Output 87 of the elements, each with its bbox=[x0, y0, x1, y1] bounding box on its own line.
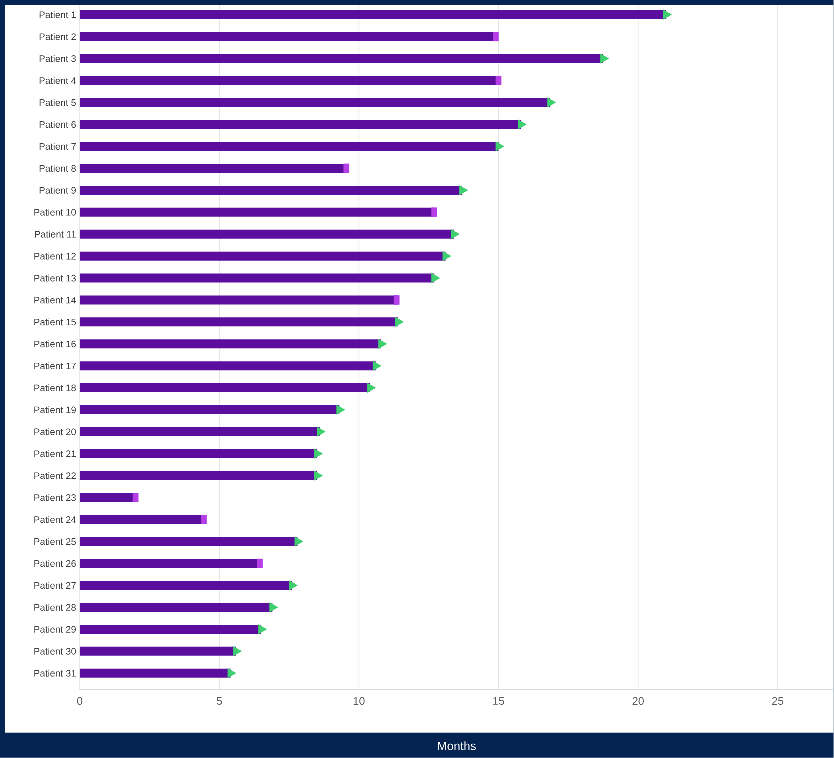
x-tick-label: 20 bbox=[632, 697, 644, 706]
y-tick-label: Patient 4 bbox=[40, 77, 76, 84]
bar bbox=[80, 318, 398, 327]
y-tick-label: Patient 7 bbox=[40, 143, 76, 150]
bar bbox=[80, 471, 318, 480]
x-tick-label: 10 bbox=[354, 697, 365, 706]
y-tick-label: Patient 24 bbox=[34, 516, 76, 524]
y-tick-label: Patient 18 bbox=[34, 384, 76, 392]
point bbox=[294, 536, 304, 547]
point bbox=[663, 10, 672, 20]
y-tick-label: Patient 26 bbox=[34, 560, 76, 568]
point bbox=[228, 668, 236, 678]
y-tick-label: Patient 13 bbox=[34, 274, 76, 282]
point bbox=[378, 339, 388, 350]
bar bbox=[80, 32, 496, 42]
y-tick-label: Patient 12 bbox=[34, 252, 76, 260]
x-tick-label: 25 bbox=[772, 697, 784, 706]
bar bbox=[80, 142, 499, 152]
y-tick-label: Patient 6 bbox=[40, 121, 76, 128]
point bbox=[518, 120, 527, 130]
bar bbox=[80, 252, 446, 261]
bar bbox=[80, 230, 454, 239]
point bbox=[336, 405, 346, 416]
bar bbox=[80, 668, 231, 678]
bar bbox=[80, 537, 298, 546]
bar bbox=[80, 54, 604, 64]
y-tick-label: Patient 14 bbox=[34, 296, 76, 304]
bar bbox=[80, 98, 550, 108]
point bbox=[317, 427, 326, 437]
bar bbox=[80, 274, 435, 283]
y-tick-label: Patient 19 bbox=[34, 406, 76, 414]
bar bbox=[80, 340, 382, 349]
x-tick-label: 0 bbox=[77, 697, 83, 706]
bar bbox=[80, 449, 318, 458]
y-tick-label: Patient 16 bbox=[34, 340, 76, 348]
bar bbox=[80, 625, 262, 634]
y-tick-label: Patient 21 bbox=[34, 450, 76, 458]
point bbox=[442, 251, 452, 262]
y-tick-label: Patient 22 bbox=[34, 472, 76, 480]
y-tick-label: Patient 25 bbox=[34, 538, 76, 546]
point bbox=[289, 580, 298, 591]
bar bbox=[80, 581, 292, 590]
bar bbox=[80, 406, 340, 415]
y-tick-label: Patient 8 bbox=[40, 165, 76, 172]
y-tick-label: Patient 15 bbox=[34, 318, 76, 326]
bar bbox=[80, 603, 273, 612]
point bbox=[314, 470, 323, 481]
bar bbox=[80, 186, 462, 196]
bar bbox=[80, 120, 522, 130]
y-tick-label: Patient 2 bbox=[40, 33, 76, 40]
bar bbox=[80, 384, 370, 393]
point bbox=[496, 142, 504, 152]
point bbox=[432, 273, 440, 284]
bar bbox=[80, 10, 666, 20]
bar bbox=[80, 362, 376, 371]
bar bbox=[80, 647, 236, 656]
point bbox=[460, 186, 468, 196]
point bbox=[270, 602, 278, 613]
y-tick-label: Patient 31 bbox=[34, 670, 76, 677]
x-tick-label: 5 bbox=[216, 697, 222, 706]
point bbox=[314, 449, 323, 459]
y-tick-label: Patient 17 bbox=[34, 362, 76, 370]
y-tick-label: Patient 9 bbox=[40, 187, 76, 194]
x-tick-label: 15 bbox=[494, 697, 504, 706]
x-axis-title: Months bbox=[438, 742, 476, 750]
y-tick-label: Patient 29 bbox=[34, 626, 76, 634]
point bbox=[547, 98, 556, 108]
point bbox=[372, 361, 382, 372]
point bbox=[395, 317, 404, 328]
point bbox=[600, 54, 610, 64]
y-tick-label: Patient 27 bbox=[34, 582, 76, 590]
y-tick-label: Patient 1 bbox=[40, 11, 76, 18]
y-tick-label: Patient 11 bbox=[35, 230, 76, 238]
bar bbox=[80, 296, 397, 305]
bar bbox=[80, 428, 320, 437]
y-tick-label: Patient 30 bbox=[34, 648, 76, 655]
bar bbox=[80, 493, 136, 502]
point bbox=[233, 646, 242, 656]
point bbox=[367, 383, 376, 394]
y-tick-label: Patient 5 bbox=[40, 99, 76, 106]
y-tick-label: Patient 23 bbox=[34, 494, 76, 502]
point bbox=[451, 230, 460, 240]
point bbox=[258, 624, 268, 635]
y-tick-label: Patient 10 bbox=[34, 209, 76, 216]
y-tick-label: Patient 28 bbox=[34, 604, 76, 612]
y-tick-label: Patient 20 bbox=[34, 428, 76, 436]
y-tick-label: Patient 3 bbox=[40, 55, 76, 62]
